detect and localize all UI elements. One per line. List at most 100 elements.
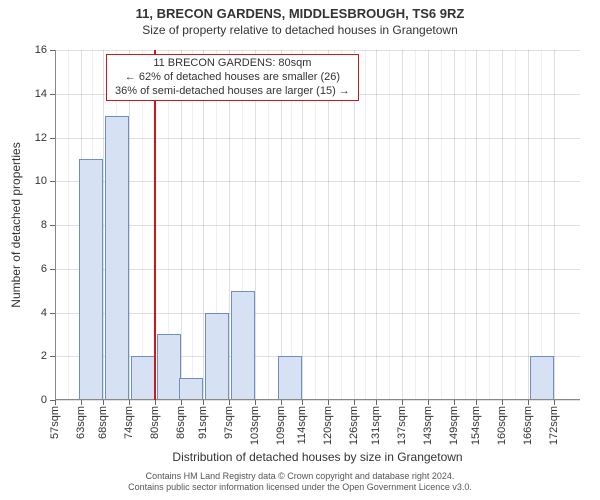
gridline-v-minor [315, 50, 316, 400]
x-tick [229, 400, 230, 405]
x-tick [528, 400, 529, 405]
y-tick-label: 8 [41, 219, 47, 231]
histogram-bar [278, 356, 302, 400]
x-tick [328, 400, 329, 405]
histogram-bar [105, 116, 129, 400]
histogram-bar [530, 356, 554, 400]
gridline-v [229, 50, 230, 400]
y-axis-label: Number of detached properties [9, 142, 23, 307]
x-tick-label: 57sqm [49, 406, 61, 439]
x-tick [302, 400, 303, 405]
gridline-v-minor [465, 50, 466, 400]
x-tick-label: 160sqm [496, 406, 508, 445]
x-tick [103, 400, 104, 405]
gridline-v-minor [142, 50, 143, 400]
gridline-v-minor [365, 50, 366, 400]
gridline-v-minor [68, 50, 69, 400]
gridline-v [255, 50, 256, 400]
y-tick-label: 14 [35, 88, 47, 100]
histogram-bar [231, 291, 255, 400]
x-tick-label: 114sqm [296, 406, 308, 444]
x-tick [428, 400, 429, 405]
y-tick-label: 12 [35, 132, 47, 144]
y-tick-label: 10 [35, 175, 47, 187]
footer-line-2: Contains public sector information licen… [0, 482, 600, 493]
gridline-v [181, 50, 182, 400]
gridline-v-minor [389, 50, 390, 400]
gridline-v-minor [541, 50, 542, 400]
chart-container: 11, BRECON GARDENS, MIDDLESBROUGH, TS6 9… [0, 0, 600, 500]
gridline-v [376, 50, 377, 400]
histogram-bar [131, 356, 155, 400]
x-tick-label: 149sqm [448, 406, 460, 445]
gridline-v-minor [192, 50, 193, 400]
gridline-v [502, 50, 503, 400]
property-callout: 11 BRECON GARDENS: 80sqm← 62% of detache… [106, 54, 359, 101]
x-tick [129, 400, 130, 405]
x-tick-label: 97sqm [223, 406, 235, 439]
x-tick-label: 154sqm [470, 406, 482, 445]
x-tick-label: 172sqm [548, 406, 560, 445]
y-tick-label: 2 [41, 350, 47, 362]
page-title: 11, BRECON GARDENS, MIDDLESBROUGH, TS6 9… [0, 0, 600, 22]
x-axis-label: Distribution of detached houses by size … [172, 450, 462, 464]
x-tick [281, 400, 282, 405]
gridline-v-minor [341, 50, 342, 400]
x-tick-label: 74sqm [123, 406, 135, 439]
x-tick-label: 109sqm [275, 406, 287, 445]
gridline-v [454, 50, 455, 400]
gridline-v [281, 50, 282, 400]
x-tick-label: 91sqm [197, 406, 209, 439]
x-tick [402, 400, 403, 405]
x-tick-label: 63sqm [75, 406, 87, 439]
gridline-v-minor [268, 50, 269, 400]
callout-line: 11 BRECON GARDENS: 80sqm [115, 57, 350, 71]
x-tick [81, 400, 82, 405]
axis-line-bottom [55, 399, 580, 400]
gridline-v [302, 50, 303, 400]
x-tick-label: 166sqm [522, 406, 534, 445]
gridline-v [554, 50, 555, 400]
callout-line: 36% of semi-detached houses are larger (… [115, 85, 350, 99]
x-tick [255, 400, 256, 405]
histogram-bar [179, 378, 203, 400]
x-tick-label: 143sqm [422, 406, 434, 445]
histogram-plot: 024681012141657sqm63sqm68sqm74sqm80sqm86… [55, 50, 580, 400]
x-tick-label: 126sqm [348, 406, 360, 445]
x-tick-label: 68sqm [97, 406, 109, 439]
gridline-v [428, 50, 429, 400]
x-tick [155, 400, 156, 405]
y-tick-label: 4 [41, 307, 47, 319]
gridline-v [328, 50, 329, 400]
y-tick-label: 6 [41, 263, 47, 275]
x-tick-label: 86sqm [175, 406, 187, 439]
x-tick-label: 131sqm [370, 406, 382, 445]
x-tick [203, 400, 204, 405]
x-tick-label: 80sqm [149, 406, 161, 439]
x-tick [476, 400, 477, 405]
gridline-v-minor [415, 50, 416, 400]
histogram-bar [205, 313, 229, 401]
gridline-v [402, 50, 403, 400]
gridline-v [129, 50, 130, 400]
x-tick [454, 400, 455, 405]
x-tick [354, 400, 355, 405]
gridline-v-minor [515, 50, 516, 400]
gridline-v-minor [291, 50, 292, 400]
x-tick [376, 400, 377, 405]
x-tick [181, 400, 182, 405]
gridline-v [203, 50, 204, 400]
gridline-v [354, 50, 355, 400]
gridline-v-minor [489, 50, 490, 400]
gridline-v [103, 50, 104, 400]
gridline-v [528, 50, 529, 400]
gridline-v-minor [441, 50, 442, 400]
y-tick-label: 0 [41, 394, 47, 406]
axis-line-left [55, 50, 56, 400]
x-tick [55, 400, 56, 405]
x-tick [554, 400, 555, 405]
property-marker-line [154, 50, 156, 400]
callout-line: ← 62% of detached houses are smaller (26… [115, 71, 350, 85]
x-tick-label: 137sqm [396, 406, 408, 445]
y-tick-label: 16 [35, 44, 47, 56]
